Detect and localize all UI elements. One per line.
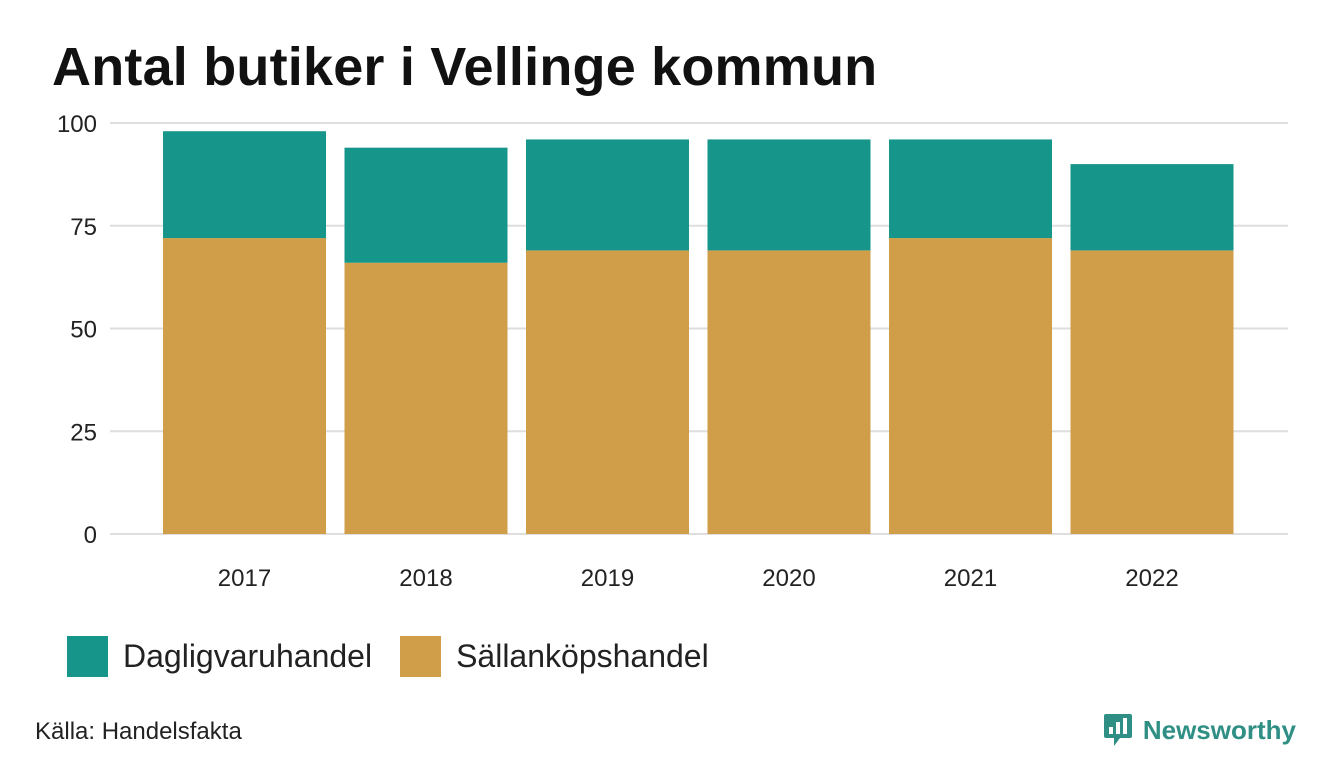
x-tick-label: 2022	[1125, 565, 1178, 592]
newsworthy-logo-icon	[1103, 714, 1132, 746]
y-tick-label: 0	[84, 522, 97, 549]
x-tick-label: 2020	[762, 565, 815, 592]
legend-swatch	[400, 636, 442, 677]
y-axis-ticks: 0 25 50 75 100	[57, 111, 97, 549]
bar-2022-sällanköpshandel	[1070, 250, 1234, 534]
bar-2021-dagligvaruhandel	[889, 139, 1052, 239]
y-tick-label: 25	[70, 419, 97, 446]
bar-2018-dagligvaruhandel	[344, 147, 508, 263]
bar-2021-sällanköpshandel	[889, 238, 1052, 534]
y-tick-label: 50	[70, 317, 97, 344]
x-axis-ticks: 2017 2018 2019 2020 2021 2022	[218, 565, 1179, 592]
x-tick-label: 2019	[581, 565, 634, 592]
x-tick-label: 2021	[944, 565, 997, 592]
brand-logo: Newsworthy	[1103, 712, 1296, 748]
legend-item-sallankopshandel: Sällanköpshandel	[400, 636, 709, 677]
legend-swatch	[67, 636, 108, 677]
source-note: Källa: Handelsfakta	[35, 718, 242, 745]
x-tick-label: 2017	[218, 565, 271, 592]
legend: Dagligvaruhandel Sällanköpshandel	[67, 636, 737, 677]
x-tick-label: 2018	[399, 565, 452, 592]
legend-label: Sällanköpshandel	[456, 638, 709, 674]
bar-2020-sällanköpshandel	[707, 250, 871, 534]
legend-item-dagligvaruhandel: Dagligvaruhandel	[67, 636, 372, 677]
chart-title: Antal butiker i Vellinge kommun	[52, 37, 878, 97]
brand-name: Newsworthy	[1142, 714, 1296, 745]
bar-2022-dagligvaruhandel	[1070, 164, 1234, 251]
y-tick-label: 100	[57, 111, 97, 138]
bar-chart: 0 25 50 75 100 2017 2018 2019 2020 2021 2022	[57, 111, 1288, 592]
y-tick-label: 75	[70, 214, 97, 241]
bars	[163, 131, 1234, 534]
bar-2017-sällanköpshandel	[163, 238, 326, 534]
bar-2020-dagligvaruhandel	[707, 139, 871, 251]
bar-2018-sällanköpshandel	[344, 262, 508, 534]
bar-2019-dagligvaruhandel	[526, 139, 689, 251]
bar-2017-dagligvaruhandel	[163, 131, 326, 239]
legend-label: Dagligvaruhandel	[123, 638, 373, 674]
bar-2019-sällanköpshandel	[526, 250, 689, 534]
